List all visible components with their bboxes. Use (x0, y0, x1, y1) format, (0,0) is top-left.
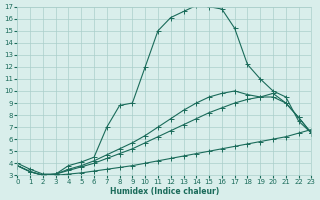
X-axis label: Humidex (Indice chaleur): Humidex (Indice chaleur) (110, 187, 219, 196)
